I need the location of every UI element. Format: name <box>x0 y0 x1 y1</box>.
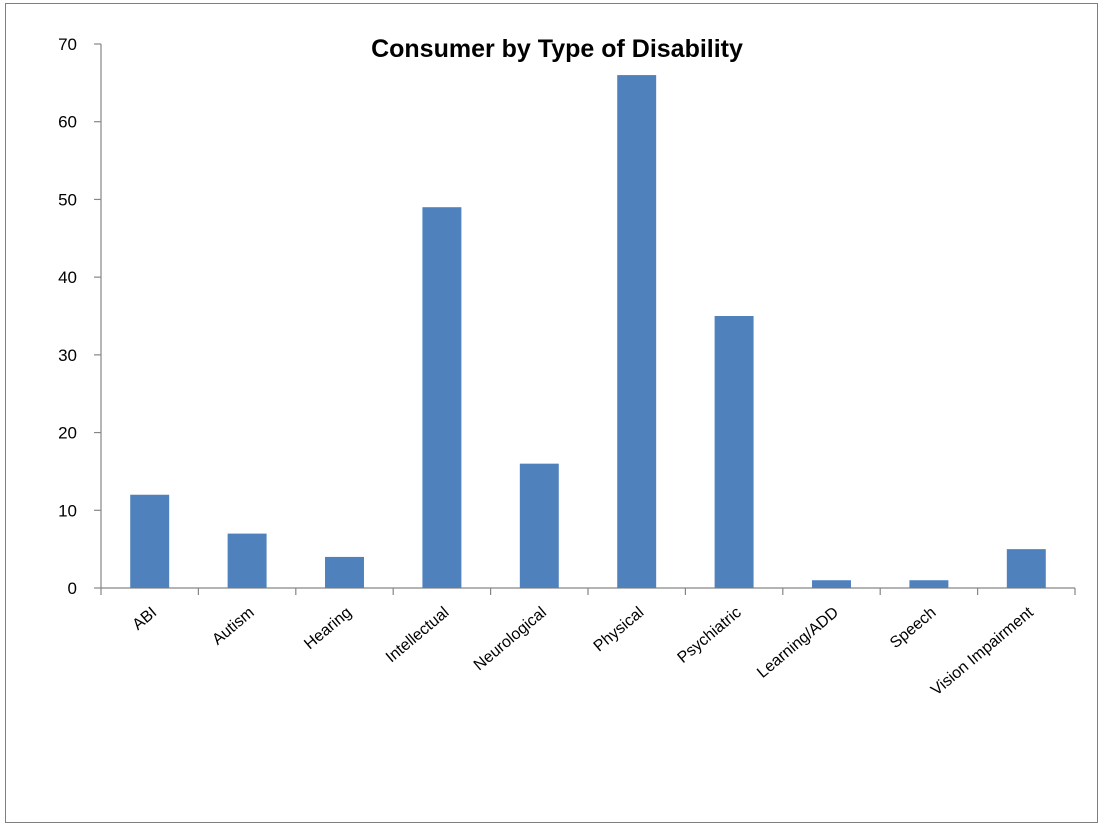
y-tick-label: 10 <box>58 501 77 520</box>
y-tick-label: 40 <box>58 268 77 287</box>
bar-neurological <box>519 463 559 588</box>
x-tick-label: Physical <box>591 604 648 655</box>
bar-abi <box>130 494 170 588</box>
y-axis: 0 10 20 30 40 50 60 70 <box>58 35 102 598</box>
x-tick-labels: ABI Autism Hearing Intellectual Neurological… <box>130 604 1038 700</box>
y-tick-label: 0 <box>68 579 77 598</box>
x-tick-label: Psychiatric <box>674 604 744 667</box>
x-tick-label: Speech <box>887 604 939 652</box>
bars <box>130 75 1046 589</box>
y-tick-label: 50 <box>58 190 77 209</box>
chart-title: Consumer by Type of Disability <box>371 35 743 63</box>
y-tick-label: 70 <box>58 35 77 54</box>
x-tick-label: Learning/ADD <box>754 604 842 682</box>
bar-speech <box>909 580 949 588</box>
chart-frame <box>5 3 1098 823</box>
bar-vision-impairment <box>1006 549 1046 588</box>
x-axis <box>100 587 1076 595</box>
y-tick-label: 20 <box>58 424 77 443</box>
bar-psychiatric <box>714 316 754 588</box>
x-tick-label: Autism <box>209 604 257 648</box>
x-tick-label: Neurological <box>471 604 550 674</box>
bar-learning-add <box>812 580 851 588</box>
y-tick-label: 60 <box>58 113 77 132</box>
bar-chart: Consumer by Type of Disability 0 10 20 30 40… <box>58 35 1076 700</box>
y-tick-label: 30 <box>58 346 77 365</box>
bar-autism <box>227 533 267 588</box>
x-tick-label: Hearing <box>301 604 355 653</box>
bar-physical <box>617 75 657 589</box>
x-tick-label: ABI <box>130 604 161 634</box>
x-tick-label: Intellectual <box>383 604 453 666</box>
bar-hearing <box>325 556 364 588</box>
x-tick-label: Vision Impairment <box>928 604 1037 700</box>
bar-intellectual <box>422 207 462 588</box>
